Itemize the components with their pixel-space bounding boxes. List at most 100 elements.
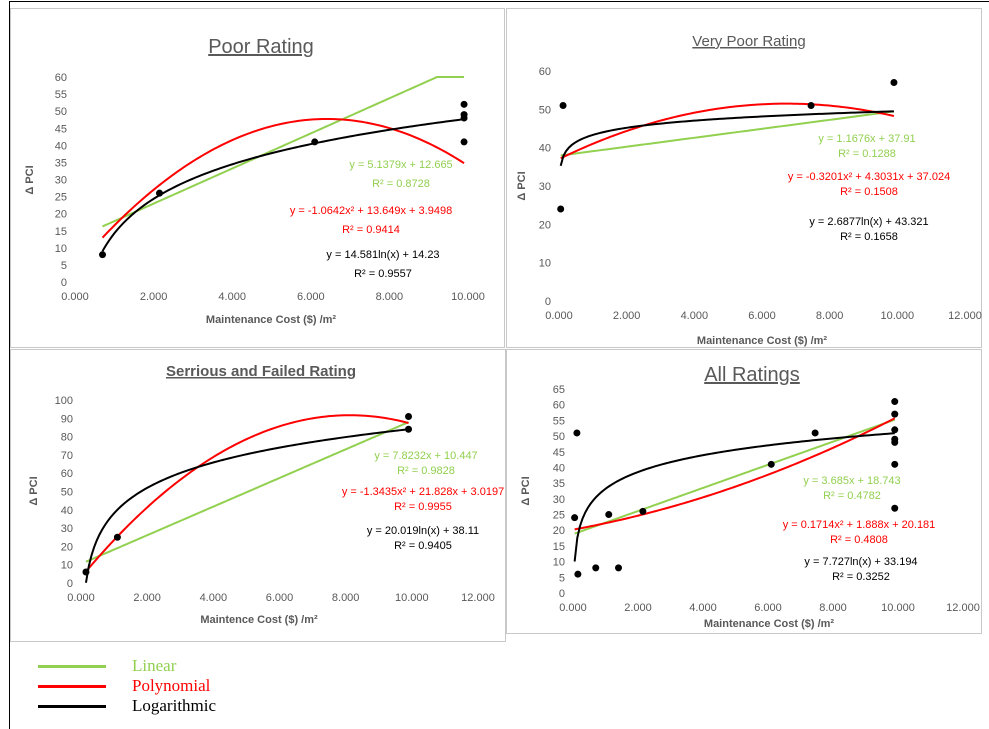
- y-tick-label: 30: [553, 494, 565, 506]
- x-tick-label: 12.000: [946, 602, 980, 614]
- linear-r-squared: R² = 0.4782: [823, 490, 881, 502]
- x-tick-label: 6.000: [754, 602, 782, 614]
- data-point: [891, 504, 899, 512]
- linear-equation: y = 7.8232x + 10.447: [374, 450, 477, 462]
- chart-title: All Ratings: [704, 364, 800, 386]
- data-point: [811, 429, 819, 437]
- data-point: [460, 114, 468, 122]
- x-tick-label: 12.000: [461, 592, 495, 604]
- logarithmic-r-squared: R² = 0.9405: [394, 540, 452, 552]
- y-tick-label: 20: [539, 219, 551, 231]
- x-tick-label: 8.000: [332, 592, 360, 604]
- y-tick-label: 30: [539, 181, 551, 193]
- y-tick-label: 15: [553, 541, 565, 553]
- x-tick-label: 12.000: [948, 310, 982, 322]
- y-tick-label: 40: [55, 140, 67, 152]
- data-point: [592, 564, 600, 572]
- x-tick-label: 0.000: [61, 291, 89, 303]
- x-tick-label: 6.000: [297, 291, 325, 303]
- polynomial-r-squared: R² = 0.9414: [342, 224, 400, 236]
- polynomial-r-squared: R² = 0.1508: [840, 186, 898, 198]
- linear-equation: y = 1.1676x + 37.91: [818, 133, 915, 145]
- linear-trendline: [85, 421, 409, 563]
- y-tick-label: 15: [55, 226, 67, 238]
- chart-title: Serrious and Failed Rating: [166, 363, 356, 380]
- y-tick-label: 50: [61, 487, 73, 499]
- chart-title: Very Poor Rating: [692, 33, 805, 50]
- y-tick-label: 40: [553, 462, 565, 474]
- x-tick-label: 2.000: [613, 310, 641, 322]
- y-tick-label: 65: [553, 384, 565, 396]
- y-tick-label: 10: [61, 560, 73, 572]
- data-point: [460, 100, 468, 108]
- polynomial-equation: y = 0.1714x² + 1.888x + 20.181: [783, 519, 936, 531]
- polynomial-trendline: [101, 117, 465, 239]
- y-tick-label: 0: [559, 588, 565, 600]
- y-tick-label: 50: [539, 104, 551, 116]
- x-tick-label: 2.000: [624, 602, 652, 614]
- x-axis-label: Maintenance Cost ($) /m²: [206, 314, 337, 326]
- data-point: [557, 205, 565, 213]
- data-point: [574, 570, 582, 578]
- legend-swatch-logarithmic: [38, 705, 106, 708]
- y-tick-label: 55: [553, 415, 565, 427]
- y-tick-label: 5: [559, 572, 565, 584]
- data-point: [891, 438, 899, 446]
- y-tick-label: 30: [55, 175, 67, 187]
- data-point: [113, 533, 121, 541]
- y-tick-label: 20: [61, 541, 73, 553]
- data-point: [405, 412, 413, 420]
- x-tick-label: 10.000: [395, 592, 429, 604]
- x-tick-label: 0.000: [67, 592, 95, 604]
- linear-trendline: [560, 110, 895, 157]
- y-tick-label: 80: [61, 432, 73, 444]
- data-point: [615, 564, 622, 572]
- y-tick-label: 60: [539, 66, 551, 78]
- y-tick-label: 40: [539, 143, 551, 155]
- legend-label-linear: Linear: [132, 656, 177, 675]
- x-tick-label: 10.000: [451, 291, 485, 303]
- y-tick-label: 20: [553, 525, 565, 537]
- linear-equation: y = 5.1379x + 12.665: [349, 159, 452, 171]
- x-axis-label: Maintence Cost ($) /m²: [200, 614, 318, 626]
- x-tick-label: 0.000: [545, 310, 573, 322]
- data-point: [460, 138, 468, 146]
- y-tick-label: 60: [55, 72, 67, 84]
- x-tick-label: 0.000: [559, 602, 587, 614]
- chart-panel-poor-rating: Poor Rating 0 5 10 15 20 25 30 35 40 45 50 55 60 0.000…: [10, 8, 505, 348]
- x-tick-label: 4.000: [200, 592, 228, 604]
- data-point: [891, 398, 899, 406]
- logarithmic-equation: y = 20.019ln(x) + 38.11: [367, 525, 479, 537]
- y-axis-label: Δ PCI: [28, 476, 40, 505]
- polynomial-trendline: [85, 414, 409, 573]
- linear-r-squared: R² = 0.9828: [397, 465, 455, 477]
- x-tick-label: 8.000: [376, 291, 404, 303]
- y-tick-label: 45: [553, 447, 565, 459]
- legend-swatch-polynomial: [38, 685, 106, 688]
- logarithmic-r-squared: R² = 0.9557: [354, 268, 412, 280]
- chart-panel-all-ratings: All Ratings 0 5 10 15 20 25 30 35 40 45 50 55 60 65 0.0…: [506, 349, 982, 634]
- data-point: [99, 251, 107, 259]
- y-tick-label: 20: [55, 209, 67, 221]
- y-tick-label: 5: [61, 260, 67, 272]
- frame-top-line: [9, 1, 989, 2]
- data-point: [807, 102, 815, 109]
- y-tick-label: 55: [55, 89, 67, 101]
- y-tick-label: 60: [61, 468, 73, 480]
- data-point: [573, 429, 581, 437]
- chart-very-poor-rating: Very Poor Rating 0 10 20 30 40 50 60 0.000 2.000 4…: [516, 33, 982, 347]
- frame-left-line: [9, 1, 10, 729]
- y-tick-label: 10: [553, 557, 565, 569]
- polynomial-equation: y = -1.0642x² + 13.649x + 3.9498: [290, 205, 452, 217]
- y-axis-label: Δ PCI: [520, 476, 532, 505]
- data-point: [311, 138, 319, 146]
- data-point: [639, 507, 647, 515]
- data-point: [605, 511, 613, 519]
- x-tick-label: 6.000: [748, 310, 776, 322]
- logarithmic-trendline: [84, 428, 409, 583]
- logarithmic-trendline: [559, 110, 894, 167]
- legend-label-polynomial: Polynomial: [132, 676, 211, 695]
- data-point: [767, 460, 775, 468]
- chart-panel-very-poor-rating: Very Poor Rating 0 10 20 30 40 50 60 0.000 2.000 4…: [506, 8, 982, 348]
- linear-equation: y = 3.685x + 18.743: [803, 475, 900, 487]
